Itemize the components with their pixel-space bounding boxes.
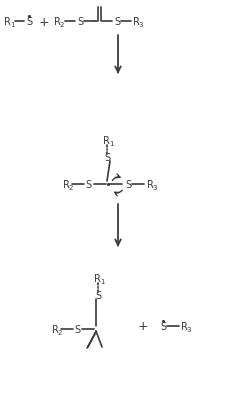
- Text: S: S: [26, 17, 32, 27]
- Text: S: S: [77, 17, 83, 27]
- Text: 3: 3: [139, 22, 143, 28]
- Text: R: R: [4, 17, 10, 27]
- Text: R: R: [63, 180, 69, 190]
- Text: +: +: [39, 15, 49, 28]
- Text: S: S: [125, 180, 131, 190]
- Text: R: R: [133, 17, 139, 27]
- Text: R: R: [147, 180, 153, 190]
- Text: S: S: [104, 153, 110, 163]
- Text: R: R: [51, 324, 59, 334]
- Text: S: S: [114, 17, 120, 27]
- Text: 2: 2: [60, 22, 64, 28]
- Text: R: R: [93, 273, 101, 283]
- Text: 1: 1: [100, 278, 104, 284]
- Text: S: S: [160, 321, 166, 331]
- Text: 3: 3: [187, 326, 191, 332]
- Text: S: S: [85, 180, 91, 190]
- Text: 2: 2: [69, 185, 73, 190]
- Text: 3: 3: [153, 185, 157, 190]
- Text: R: R: [103, 136, 110, 146]
- Text: S: S: [74, 324, 80, 334]
- Text: R: R: [54, 17, 60, 27]
- Text: 2: 2: [58, 329, 62, 335]
- Text: 1: 1: [109, 141, 113, 147]
- Text: S: S: [95, 290, 101, 300]
- Text: R: R: [181, 321, 187, 331]
- Text: 1: 1: [10, 22, 15, 28]
- Text: +: +: [138, 320, 148, 333]
